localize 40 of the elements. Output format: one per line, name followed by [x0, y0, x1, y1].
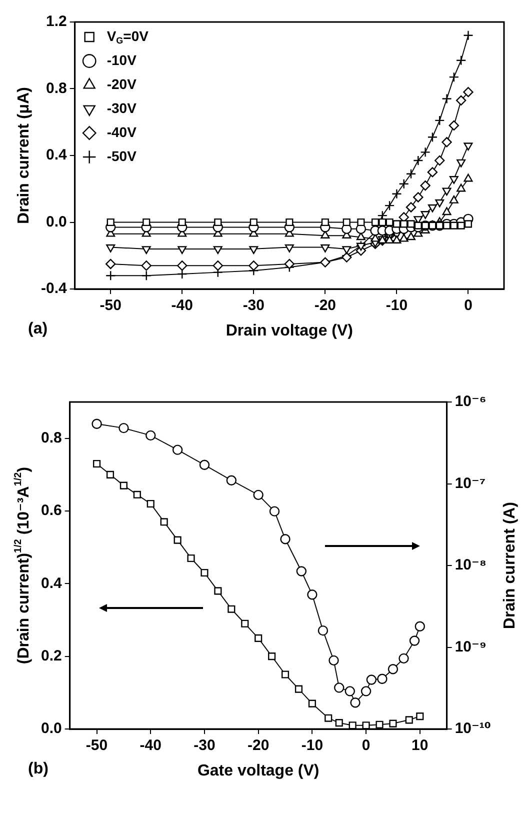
- legend-label: -50V: [106, 148, 138, 164]
- x-tick-label: 0: [362, 737, 370, 754]
- y2-tick-label: 10⁻⁶: [454, 393, 486, 410]
- x-axis-title: Gate voltage (V): [197, 762, 320, 780]
- y-tick-label: 0.2: [40, 647, 62, 664]
- text: (b): [28, 760, 48, 778]
- legend-label: -10V: [106, 52, 138, 68]
- x-tick-label: -10: [301, 737, 324, 754]
- legend-label: -20V: [106, 76, 138, 92]
- y-tick-label: -0.4: [40, 280, 68, 298]
- x-tick-label: -50: [86, 737, 108, 754]
- x-tick-label: 10: [412, 737, 428, 754]
- y-tick-label: 0.8: [40, 429, 62, 446]
- y2-axis-title: Drain current (A): [501, 502, 518, 630]
- x-tick-label: -10: [386, 297, 408, 314]
- x-tick-label: -40: [140, 737, 162, 754]
- x-tick-label: 0: [464, 297, 472, 314]
- x-tick-label: -20: [248, 737, 270, 754]
- x-tick-label: -40: [171, 297, 193, 314]
- y2-tick-label: 10⁻⁸: [454, 556, 487, 574]
- x-axis-title: Drain voltage (V): [226, 322, 353, 340]
- y-tick-label: 0.6: [40, 502, 62, 520]
- text: (a): [28, 320, 48, 338]
- y-tick-label: 0.0: [46, 213, 67, 230]
- y-axis-title: Drain current (μA): [15, 87, 32, 224]
- legend-label: -30V: [106, 100, 138, 116]
- x-tick-label: -30: [242, 297, 265, 314]
- y2-tick-label: 10⁻⁷: [454, 474, 486, 492]
- x-tick-label: -20: [314, 297, 336, 314]
- y-tick-label: 0.8: [46, 80, 67, 97]
- y-tick-label: 0.0: [40, 720, 62, 738]
- y-tick-label: 1.2: [46, 13, 67, 30]
- y2-tick-label: 10⁻¹⁰: [454, 720, 492, 738]
- y-tick-label: 0.4: [40, 574, 62, 592]
- y2-tick-label: 10⁻⁹: [454, 638, 487, 656]
- y-axis-title: (Drain current)1/2 (10⁻³A1/2): [13, 466, 32, 664]
- x-tick-label: -30: [194, 737, 216, 754]
- legend-label: -40V: [106, 124, 138, 140]
- y-tick-label: 0.4: [46, 146, 68, 164]
- x-tick-label: -50: [100, 297, 122, 314]
